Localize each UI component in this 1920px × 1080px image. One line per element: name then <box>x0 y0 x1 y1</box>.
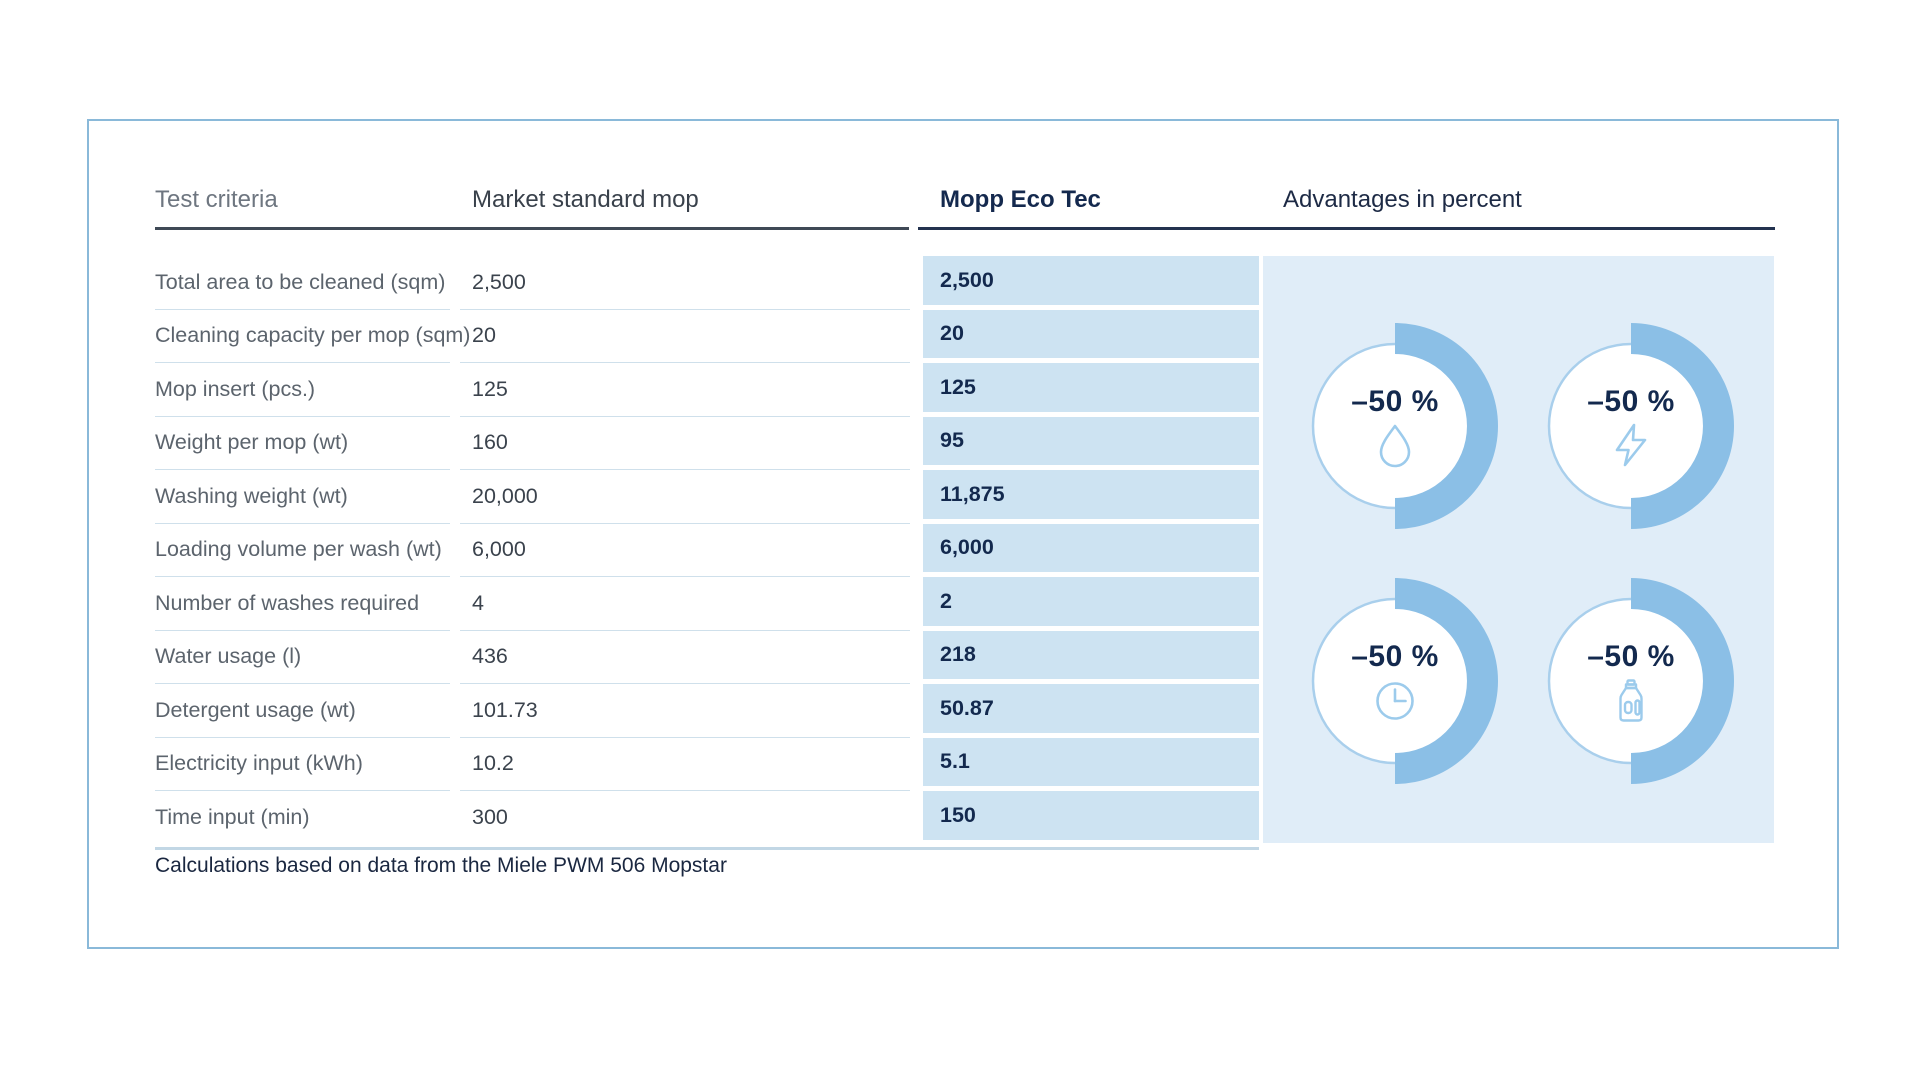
criteria-cell: Water usage (l) <box>155 631 450 684</box>
table-row: Water usage (l) 436 218 <box>89 630 1837 684</box>
discount-value: –50 % <box>1587 385 1675 418</box>
table-row: Time input (min) 300 150 <box>89 791 1837 845</box>
standard-value-cell: 4 <box>460 577 910 631</box>
eco-value-cell: 125 <box>923 363 1259 412</box>
comparison-table: Total area to be cleaned (sqm) 2,500 2,5… <box>89 256 1837 845</box>
eco-value-cell: 50.87 <box>923 684 1259 733</box>
standard-value-cell: 6,000 <box>460 524 910 577</box>
eco-value-cell: 2 <box>923 577 1259 626</box>
standard-value-cell: 125 <box>460 363 910 417</box>
standard-value-cell: 101.73 <box>460 684 910 738</box>
discount-badge-water: –50 % <box>1311 323 1498 529</box>
criteria-cell: Detergent usage (wt) <box>155 684 450 738</box>
discount-badge-electricity: –50 % <box>1547 323 1734 529</box>
table-row: Loading volume per wash (wt) 6,000 6,000 <box>89 523 1837 577</box>
header-underline-left <box>155 227 909 230</box>
eco-value-cell: 2,500 <box>923 256 1259 305</box>
criteria-cell: Electricity input (kWh) <box>155 738 450 791</box>
table-row: Cleaning capacity per mop (sqm) 20 20 <box>89 309 1837 363</box>
eco-value-cell: 5.1 <box>923 737 1259 786</box>
criteria-cell: Weight per mop (wt) <box>155 417 450 470</box>
table-row: Mop insert (pcs.) 125 125 <box>89 363 1837 417</box>
criteria-cell: Loading volume per wash (wt) <box>155 524 450 577</box>
eco-value-cell: 218 <box>923 630 1259 679</box>
criteria-cell: Number of washes required <box>155 577 450 631</box>
footnote: Calculations based on data from the Miel… <box>155 854 727 877</box>
detergent-bottle-icon <box>1619 679 1643 722</box>
column-header-advantages: Advantages in percent <box>1283 186 1522 213</box>
header-underline-right <box>918 227 1775 230</box>
standard-value-cell: 20 <box>460 310 910 363</box>
water-drop-icon <box>1379 424 1411 468</box>
clock-icon <box>1376 682 1414 720</box>
column-header-test-criteria: Test criteria <box>155 186 278 213</box>
eco-value-cell: 11,875 <box>923 470 1259 519</box>
table-row: Electricity input (kWh) 10.2 5.1 <box>89 737 1837 791</box>
discount-value: –50 % <box>1351 640 1439 673</box>
discount-value: –50 % <box>1351 385 1439 418</box>
table-row: Washing weight (wt) 20,000 11,875 <box>89 470 1837 524</box>
discount-badge-time: –50 % <box>1311 578 1498 784</box>
table-row: Weight per mop (wt) 160 95 <box>89 416 1837 470</box>
eco-value-cell: 150 <box>923 791 1259 840</box>
table-bottom-rule <box>155 847 1259 850</box>
standard-value-cell: 20,000 <box>460 470 910 524</box>
comparison-card: Test criteria Market standard mop Mopp E… <box>87 119 1839 949</box>
standard-value-cell: 10.2 <box>460 738 910 791</box>
half-progress-arc <box>1395 578 1498 784</box>
standard-value-cell: 436 <box>460 631 910 684</box>
discount-value: –50 % <box>1587 640 1675 673</box>
column-header-mopp-eco-tec: Mopp Eco Tec <box>940 186 1101 213</box>
lightning-icon <box>1615 423 1647 467</box>
half-progress-arc <box>1631 578 1734 784</box>
criteria-cell: Mop insert (pcs.) <box>155 363 450 417</box>
eco-value-cell: 6,000 <box>923 523 1259 572</box>
eco-value-cell: 20 <box>923 309 1259 358</box>
half-progress-arc <box>1395 323 1498 529</box>
eco-value-cell: 95 <box>923 416 1259 465</box>
criteria-cell: Cleaning capacity per mop (sqm) <box>155 310 470 363</box>
column-header-market-standard-mop: Market standard mop <box>472 186 699 213</box>
table-row: Total area to be cleaned (sqm) 2,500 2,5… <box>89 256 1837 310</box>
standard-value-cell: 2,500 <box>460 256 910 310</box>
table-row: Number of washes required 4 2 <box>89 577 1837 631</box>
criteria-cell: Total area to be cleaned (sqm) <box>155 256 450 310</box>
criteria-cell: Washing weight (wt) <box>155 470 450 524</box>
standard-value-cell: 300 <box>472 805 508 830</box>
table-row: Detergent usage (wt) 101.73 50.87 <box>89 684 1837 738</box>
discount-badge-detergent: –50 % <box>1547 578 1734 784</box>
half-progress-arc <box>1631 323 1734 529</box>
standard-value-cell: 160 <box>460 417 910 470</box>
criteria-cell: Time input (min) <box>155 805 310 830</box>
